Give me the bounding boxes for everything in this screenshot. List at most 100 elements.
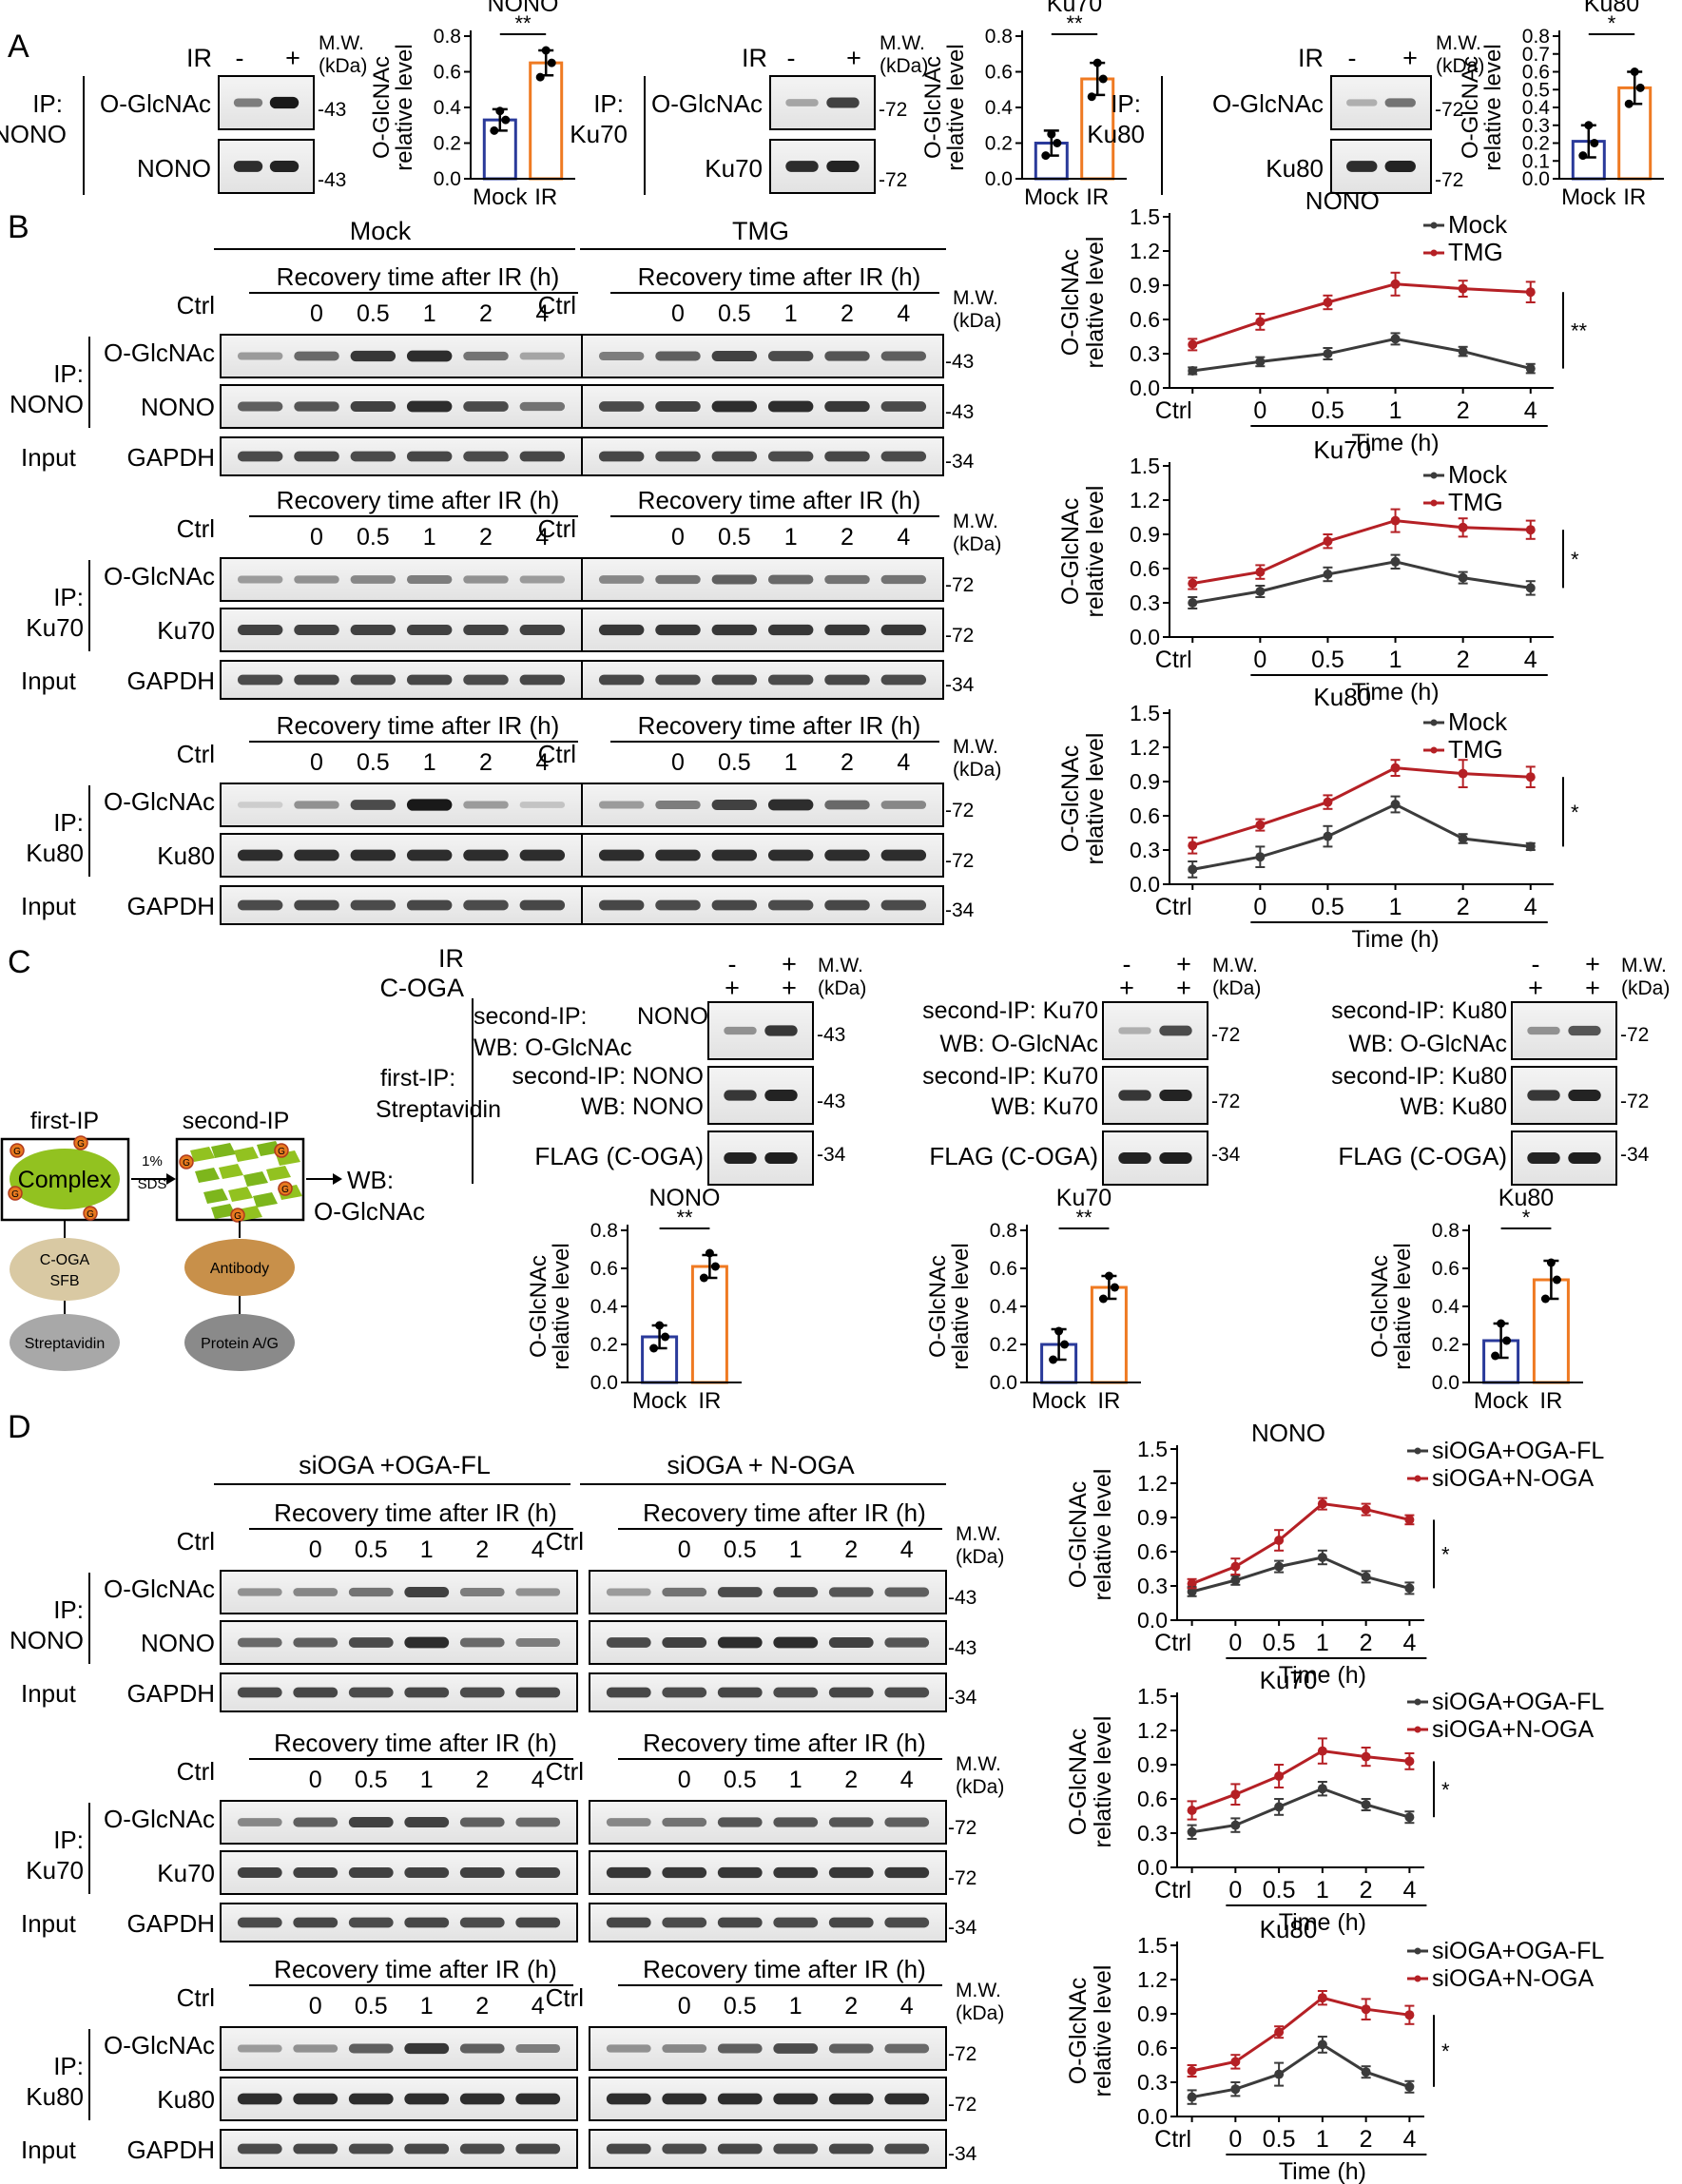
mw-label: M.W. (1436, 32, 1481, 54)
significance-mark: * (1571, 801, 1579, 824)
ir-label: IR (742, 44, 767, 72)
blot-band (237, 674, 283, 686)
g-marker (179, 1154, 194, 1169)
y-tick-label: 1.5 (1130, 454, 1160, 478)
y-label: O-GlcNAc (1065, 1481, 1092, 1589)
flag-label: FLAG (C-OGA) (534, 1142, 704, 1170)
blot-band (1568, 1090, 1601, 1101)
blot-band (237, 1867, 282, 1878)
chart-title: Ku80 (1260, 1915, 1318, 1943)
blot-row-label: GAPDH (127, 1909, 215, 1938)
x-tick-label: Ctrl (1154, 1630, 1191, 1656)
timepoint-label: 2 (475, 1993, 489, 2020)
blot-band (348, 1637, 394, 1648)
blot-band (655, 574, 701, 585)
chart-title: NONO (1251, 1419, 1325, 1447)
y-label: O-GlcNAc (1057, 249, 1084, 357)
x-tick-label: 0 (1253, 397, 1266, 424)
x-tick-label: 2 (1360, 2126, 1373, 2153)
kda-label: (kDa) (953, 759, 1001, 781)
legend-entry: siOGA+OGA-FL (1432, 1438, 1604, 1464)
blot-band (348, 1587, 394, 1597)
streptavidin-text: Streptavidin (25, 1336, 106, 1352)
timepoint-label: 0 (310, 524, 323, 551)
o-glcnac-blot (218, 75, 315, 130)
timepoint-label: 4 (897, 749, 910, 776)
blot-band (767, 899, 814, 911)
y-tick-label: 0.3 (1137, 1574, 1168, 1598)
blot-row-label: Ku80 (157, 2085, 215, 2114)
y-tick-label: 1.5 (1130, 701, 1160, 725)
timepoint-label: 2 (475, 1537, 489, 1563)
blot-band (294, 801, 339, 809)
y-tick-label: 0.0 (434, 168, 461, 190)
bar-IR (529, 61, 564, 181)
series-line-TMG (1191, 519, 1531, 586)
series-line-TMG (1191, 766, 1531, 847)
mw-label: M.W. (818, 955, 863, 976)
fragment (195, 1168, 220, 1183)
blot-band (1384, 161, 1416, 172)
fragment (253, 1192, 278, 1208)
significance-mark: ** (1066, 11, 1083, 35)
x-tick-label: 4 (1402, 2126, 1416, 2153)
blot-band (717, 1687, 763, 1698)
y-tick-label: 0.6 (434, 62, 461, 84)
x-tick-label: 0 (1228, 1630, 1242, 1656)
blot-band (826, 97, 860, 108)
y-label: O-GlcNAc (1458, 56, 1483, 159)
timepoint-label: 1 (784, 749, 798, 776)
ctrl-label: Ctrl (177, 1983, 215, 2012)
blot-band (237, 899, 283, 911)
chart-title: Ku80 (1313, 683, 1371, 711)
kda-label: (kDa) (880, 55, 928, 77)
x-tick-label: Ctrl (1154, 1877, 1191, 1904)
timepoint-label: 2 (841, 524, 854, 551)
blot-band (717, 1817, 763, 1827)
y-tick-label: 0.9 (1137, 1505, 1168, 1530)
blot-band (237, 849, 283, 861)
blot-band (237, 575, 283, 584)
data-point (1110, 1283, 1119, 1292)
timepoint-label: 0.5 (724, 1993, 757, 2020)
blot-band (1527, 1152, 1560, 1164)
blot-band (515, 1917, 561, 1928)
significance-mark: * (1441, 1542, 1450, 1566)
blot-band (294, 401, 339, 412)
input-label: Input (21, 1909, 77, 1938)
ip-label: IP: (32, 89, 63, 118)
y-label-2: relative level (948, 1243, 974, 1369)
blot-band (293, 2093, 338, 2105)
blot-band (350, 401, 396, 412)
y-tick-label: 0.6 (1137, 2036, 1168, 2060)
ctrl-label: Ctrl (538, 514, 576, 543)
blot-band (884, 1917, 930, 1928)
blot-band (655, 899, 701, 911)
total-blot (1330, 139, 1432, 194)
mw-marker: -72 (948, 1867, 976, 1889)
blot-band (515, 1687, 561, 1698)
ip-label: IP: (593, 89, 624, 118)
timepoint-label: 2 (475, 1767, 489, 1793)
blot-band (828, 1687, 874, 1698)
timepoint-label: 0.5 (724, 1767, 757, 1793)
blot-band (515, 1817, 561, 1827)
y-label-2: relative level (392, 44, 417, 170)
blot-band (459, 2093, 505, 2105)
blot-band (767, 351, 814, 361)
schematic-second-ip: second-IP (183, 1108, 290, 1134)
y-tick-label: 0.2 (434, 133, 461, 155)
ctrl-label: Ctrl (546, 1527, 584, 1556)
timepoint-label: 0 (678, 1767, 691, 1793)
y-tick-label: 0.6 (590, 1258, 618, 1280)
sfb-text: SFB (49, 1273, 79, 1289)
second-ip-target: NONO (637, 1003, 708, 1030)
blot-band (233, 98, 263, 107)
y-tick-label: 1.2 (1137, 1471, 1168, 1496)
arrow-head (333, 1173, 342, 1185)
second-ip-label: second-IP: Ku70 (922, 997, 1098, 1024)
blot-band (880, 401, 927, 412)
x-tick-label: 4 (1402, 1630, 1416, 1656)
g-label: G (11, 1189, 19, 1200)
chart-title: Ku80 (1498, 1185, 1554, 1211)
